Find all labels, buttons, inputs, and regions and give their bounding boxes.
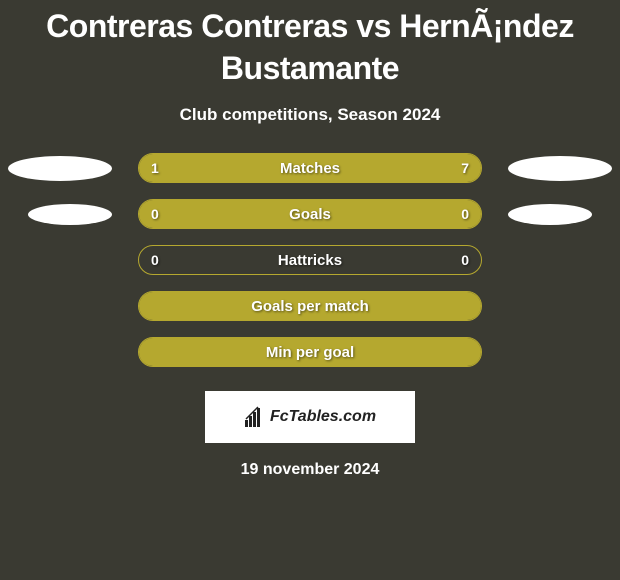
avatar-right — [508, 156, 612, 181]
avatar-left — [28, 204, 112, 225]
stat-label: Goals per match — [139, 292, 481, 320]
brand-logo-icon — [244, 406, 266, 428]
stat-bar: Min per goal — [138, 337, 482, 367]
stat-row: Min per goal — [0, 337, 620, 383]
stat-label: Goals — [139, 200, 481, 228]
brand-box: FcTables.com — [205, 391, 415, 443]
date-line: 19 november 2024 — [0, 461, 620, 479]
stats-area: 17Matches 00Goals 00Hattricks Goals per mat… — [0, 153, 620, 383]
stat-label: Hattricks — [139, 246, 481, 274]
stat-bar: 00Hattricks — [138, 245, 482, 275]
stat-label: Min per goal — [139, 338, 481, 366]
subtitle: Club competitions, Season 2024 — [0, 105, 620, 125]
stat-bar: Goals per match — [138, 291, 482, 321]
stat-row: Goals per match — [0, 291, 620, 337]
stat-bar: 17Matches — [138, 153, 482, 183]
avatar-right — [508, 204, 592, 225]
stat-row: 00Hattricks — [0, 245, 620, 291]
brand-text: FcTables.com — [270, 408, 376, 426]
stat-row: 17Matches — [0, 153, 620, 199]
avatar-left — [8, 156, 112, 181]
stat-bar: 00Goals — [138, 199, 482, 229]
stat-row: 00Goals — [0, 199, 620, 245]
page-title: Contreras Contreras vs HernÃ¡ndez Bustam… — [0, 0, 620, 89]
stat-label: Matches — [139, 154, 481, 182]
